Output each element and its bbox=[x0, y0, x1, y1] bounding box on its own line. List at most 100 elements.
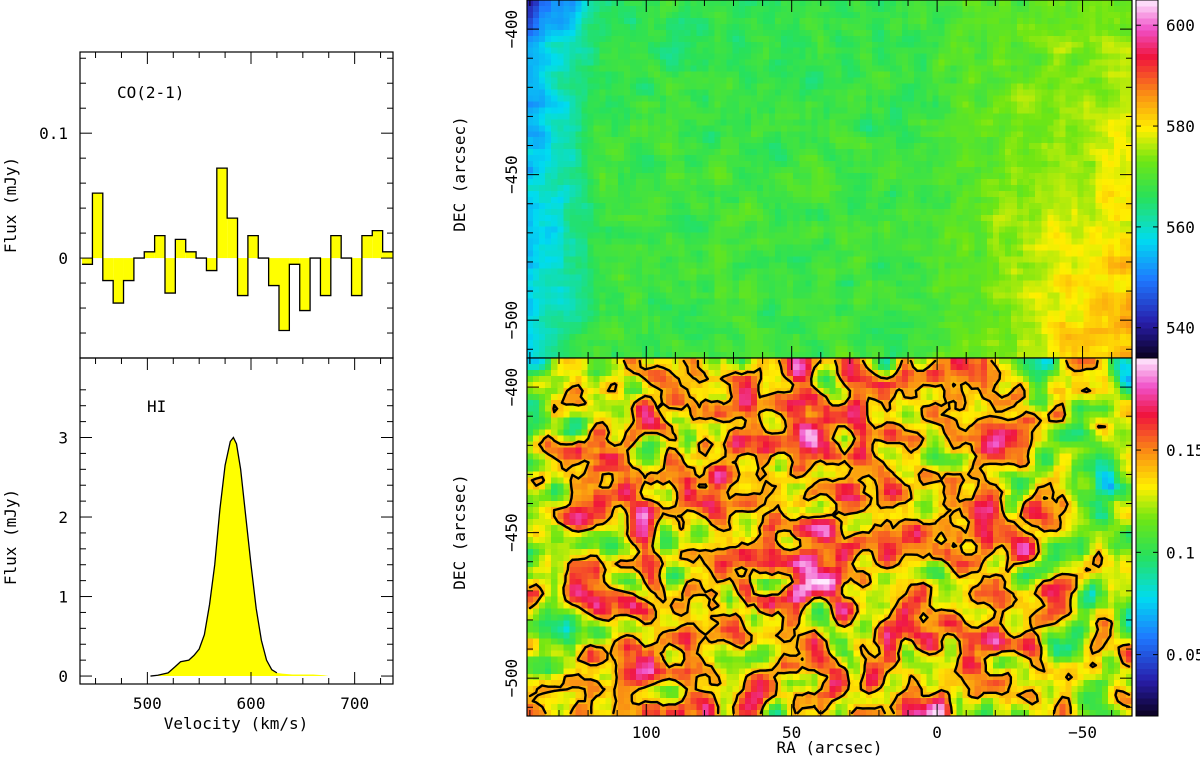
map-cell bbox=[738, 179, 746, 186]
map-cell bbox=[635, 23, 643, 31]
map-cell bbox=[617, 286, 625, 293]
map-cell bbox=[998, 262, 1006, 270]
map-cell bbox=[1011, 202, 1018, 210]
map-cell bbox=[805, 196, 812, 204]
map-cell bbox=[914, 280, 921, 287]
map-cell bbox=[684, 262, 691, 270]
map-cell bbox=[950, 149, 958, 156]
map-cell bbox=[527, 179, 534, 186]
map-cell bbox=[1113, 179, 1121, 186]
map-cell bbox=[563, 119, 570, 126]
map-cell bbox=[690, 0, 697, 7]
map-cell bbox=[605, 29, 613, 37]
map-cell bbox=[762, 65, 770, 73]
map-cell bbox=[629, 256, 637, 264]
map-cell bbox=[781, 184, 788, 192]
map-cell bbox=[696, 232, 704, 240]
map-cell bbox=[938, 226, 946, 234]
map-cell bbox=[980, 226, 988, 234]
map-cell bbox=[738, 125, 746, 132]
map-cell bbox=[575, 208, 583, 216]
map-cell bbox=[1083, 256, 1091, 264]
map-cell bbox=[793, 167, 800, 174]
map-cell bbox=[793, 17, 800, 25]
map-cell bbox=[750, 5, 758, 13]
map-cell bbox=[1023, 47, 1030, 55]
map-cell bbox=[1041, 23, 1048, 31]
map-cell bbox=[666, 196, 673, 204]
map-cell bbox=[1077, 11, 1085, 19]
map-cell bbox=[841, 95, 849, 103]
map-cell bbox=[1017, 29, 1024, 37]
map-cell bbox=[986, 274, 994, 282]
map-cell bbox=[569, 119, 576, 126]
map-cell bbox=[841, 244, 849, 252]
map-cell bbox=[871, 59, 879, 67]
map-cell bbox=[1023, 83, 1030, 91]
map-cell bbox=[557, 59, 564, 67]
map-cell bbox=[974, 107, 982, 114]
map-cell bbox=[944, 47, 952, 55]
map-cell bbox=[865, 23, 873, 31]
map-cell bbox=[769, 208, 776, 216]
map-cell bbox=[1071, 41, 1079, 49]
map-cell bbox=[756, 47, 764, 55]
map-cell bbox=[660, 0, 667, 7]
map-cell bbox=[775, 89, 782, 97]
map-cell bbox=[775, 280, 782, 287]
map-cell bbox=[732, 220, 740, 228]
map-cell bbox=[775, 274, 782, 282]
map-cell bbox=[1017, 196, 1024, 204]
map-cell bbox=[726, 250, 734, 258]
map-cell bbox=[962, 89, 970, 97]
map-cell bbox=[672, 113, 679, 120]
map-cell bbox=[835, 220, 843, 228]
map-cell bbox=[1011, 113, 1018, 120]
map-cell bbox=[805, 256, 812, 264]
map-cell bbox=[1029, 101, 1036, 108]
map-cell bbox=[563, 0, 570, 7]
map-cell bbox=[1029, 71, 1036, 79]
map-cell bbox=[817, 238, 825, 246]
map-cell bbox=[1065, 149, 1073, 156]
map-cell bbox=[1071, 214, 1079, 222]
map-cell bbox=[714, 173, 722, 180]
map-cell bbox=[1041, 71, 1048, 79]
map-cell bbox=[587, 5, 595, 13]
map-cell bbox=[732, 83, 740, 91]
map-cell bbox=[962, 208, 970, 216]
map-cell bbox=[666, 167, 673, 174]
co-panel-label: CO(2-1) bbox=[117, 83, 184, 102]
map-cell bbox=[762, 214, 770, 222]
map-cell bbox=[617, 107, 625, 114]
map-cell bbox=[1035, 47, 1042, 55]
map-cell bbox=[635, 113, 643, 120]
map-cell bbox=[908, 232, 915, 240]
map-cell bbox=[1089, 232, 1097, 240]
map-cell bbox=[666, 232, 673, 240]
map-cell bbox=[726, 214, 734, 222]
map-cell bbox=[823, 0, 831, 7]
map-cell bbox=[1059, 137, 1067, 144]
map-cell bbox=[974, 35, 982, 43]
map-cell bbox=[793, 143, 800, 150]
map-cell bbox=[938, 59, 946, 67]
map-cell bbox=[641, 184, 649, 192]
map-cell bbox=[1077, 23, 1085, 31]
map-cell bbox=[1004, 256, 1012, 264]
map-cell bbox=[726, 184, 734, 192]
map-cell bbox=[593, 167, 601, 174]
map-cell bbox=[1004, 41, 1012, 49]
map-cell bbox=[950, 232, 958, 240]
map-cell bbox=[1119, 149, 1127, 156]
map-cell bbox=[920, 161, 927, 168]
map-cell bbox=[1107, 131, 1115, 138]
map-cell bbox=[539, 47, 546, 55]
map-cell bbox=[859, 167, 867, 174]
map-cell bbox=[1125, 196, 1133, 204]
map-cell bbox=[775, 0, 782, 7]
map-cell bbox=[835, 262, 843, 270]
map-cell bbox=[896, 155, 903, 162]
map-cell bbox=[823, 232, 831, 240]
map-cell bbox=[980, 149, 988, 156]
